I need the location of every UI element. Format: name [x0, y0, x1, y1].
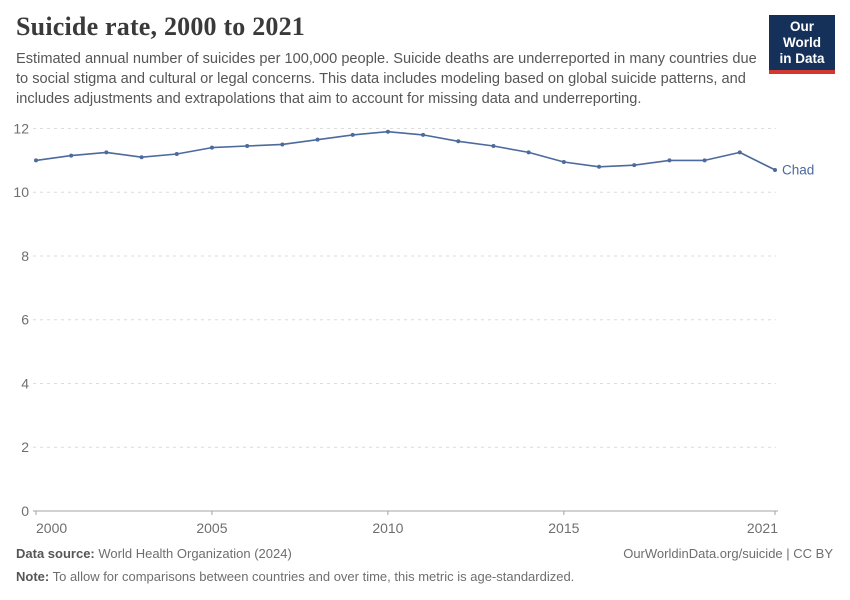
data-point[interactable]: [245, 144, 250, 149]
footer-source-note: Data source: World Health Organization (…: [16, 546, 574, 593]
x-axis-tick-label: 2021: [747, 520, 778, 536]
x-axis-tick-label: 2010: [372, 520, 403, 536]
y-axis-tick-label: 2: [21, 439, 29, 455]
x-axis-tick-label: 2015: [548, 520, 579, 536]
y-axis-tick-label: 0: [21, 503, 29, 519]
data-point[interactable]: [702, 158, 707, 163]
data-point[interactable]: [104, 150, 109, 155]
data-point[interactable]: [69, 153, 74, 158]
x-axis-tick-label: 2000: [36, 520, 67, 536]
data-source-value: World Health Organization (2024): [98, 546, 292, 561]
data-point[interactable]: [561, 159, 566, 164]
line-chart: 0 2 4 6 8 10 12 2000 2005 2010 2015 2021 Chad: [13, 120, 814, 536]
data-line: [35, 130, 776, 171]
data-point[interactable]: [280, 142, 285, 147]
data-point[interactable]: [667, 158, 672, 163]
data-point[interactable]: [456, 139, 461, 144]
data-point[interactable]: [34, 158, 38, 163]
data-point[interactable]: [597, 164, 602, 169]
page-title: Suicide rate, 2000 to 2021: [16, 12, 306, 41]
series-end-label[interactable]: Chad: [782, 162, 814, 177]
owid-logo[interactable]: Our World in Data: [769, 15, 835, 74]
data-point[interactable]: [632, 163, 637, 168]
y-axis-tick-label: 4: [21, 375, 29, 391]
chart-subtitle: Estimated annual number of suicides per …: [16, 51, 757, 107]
data-point[interactable]: [737, 150, 742, 155]
data-point[interactable]: [773, 167, 777, 172]
owid-logo-text: Our World: [783, 19, 821, 50]
footer-link[interactable]: OurWorldinData.org/suicide | CC BY: [623, 546, 833, 561]
note-value: To allow for comparisons between countri…: [52, 569, 575, 585]
data-point[interactable]: [421, 132, 426, 137]
data-point[interactable]: [139, 155, 144, 160]
owid-logo-text: in Data: [779, 50, 825, 66]
note-line: Note: To allow for comparisons between c…: [16, 569, 574, 585]
y-axis-tick-label: 10: [13, 184, 29, 200]
data-point[interactable]: [385, 129, 390, 134]
data-source-label: Data source:: [16, 546, 95, 561]
data-point[interactable]: [174, 152, 179, 156]
note-label: Note:: [16, 569, 50, 585]
y-axis-tick-label: 12: [13, 120, 29, 136]
data-point[interactable]: [209, 145, 214, 150]
x-axis-tick-label: 2005: [196, 520, 227, 536]
chart-footer: Data source: World Health Organization (…: [16, 546, 833, 593]
data-point[interactable]: [526, 150, 531, 155]
y-axis-tick-label: 8: [21, 248, 29, 264]
data-point[interactable]: [491, 144, 496, 149]
y-axis-tick-label: 6: [21, 312, 29, 328]
data-point[interactable]: [315, 137, 320, 142]
data-point[interactable]: [350, 132, 355, 137]
data-source-line: Data source: World Health Organization (…: [16, 546, 574, 562]
